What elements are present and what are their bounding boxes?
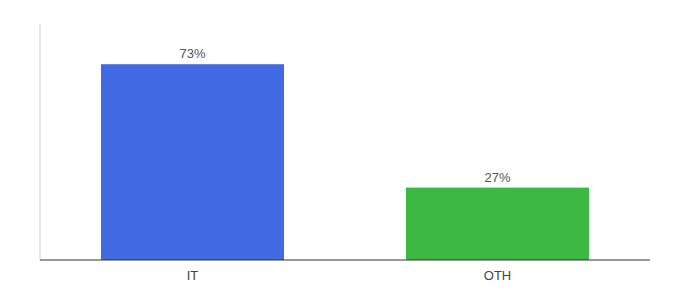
x-axis bbox=[40, 260, 650, 261]
chart-container: IT OTH 73% 27% bbox=[0, 0, 680, 300]
bar bbox=[101, 64, 284, 260]
x-tick-label: OTH bbox=[484, 268, 511, 283]
bars bbox=[101, 64, 589, 260]
data-label: 73% bbox=[179, 46, 205, 61]
data-label: 27% bbox=[484, 170, 510, 185]
x-tick-label: IT bbox=[187, 268, 199, 283]
y-axis bbox=[40, 24, 41, 260]
bar bbox=[406, 188, 589, 260]
chart: IT OTH 73% 27% bbox=[0, 0, 680, 300]
